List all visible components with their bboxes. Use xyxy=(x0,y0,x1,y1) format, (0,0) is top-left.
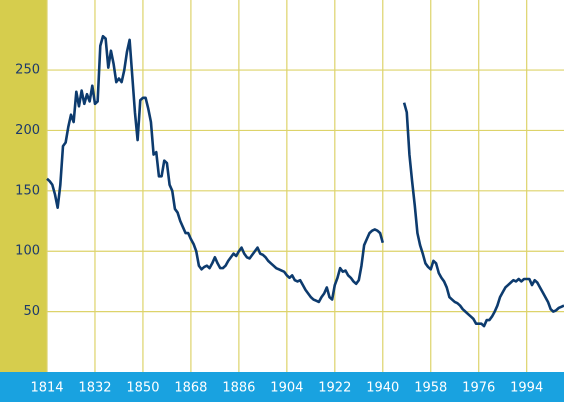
x-tick-label: 1922 xyxy=(318,381,351,396)
x-tick-label: 1994 xyxy=(510,381,543,396)
y-tick-label: 150 xyxy=(15,183,40,198)
x-tick-label: 1868 xyxy=(174,381,207,396)
x-tick-label: 1832 xyxy=(78,381,111,396)
x-tick-label: 1904 xyxy=(270,381,303,396)
x-axis-band xyxy=(0,372,564,402)
data-line xyxy=(46,34,564,328)
x-tick-label: 1940 xyxy=(366,381,399,396)
x-tick-label: 1814 xyxy=(30,381,63,396)
y-tick-label: 250 xyxy=(15,63,40,78)
y-tick-label: 100 xyxy=(15,244,40,259)
y-tick-label: 200 xyxy=(15,123,40,138)
x-tick-label: 1886 xyxy=(222,381,255,396)
x-tick-label: 1958 xyxy=(414,381,447,396)
y-axis-band xyxy=(0,0,47,372)
x-tick-label: 1850 xyxy=(126,381,159,396)
x-tick-label: 1976 xyxy=(462,381,495,396)
y-tick-label: 50 xyxy=(23,304,40,319)
